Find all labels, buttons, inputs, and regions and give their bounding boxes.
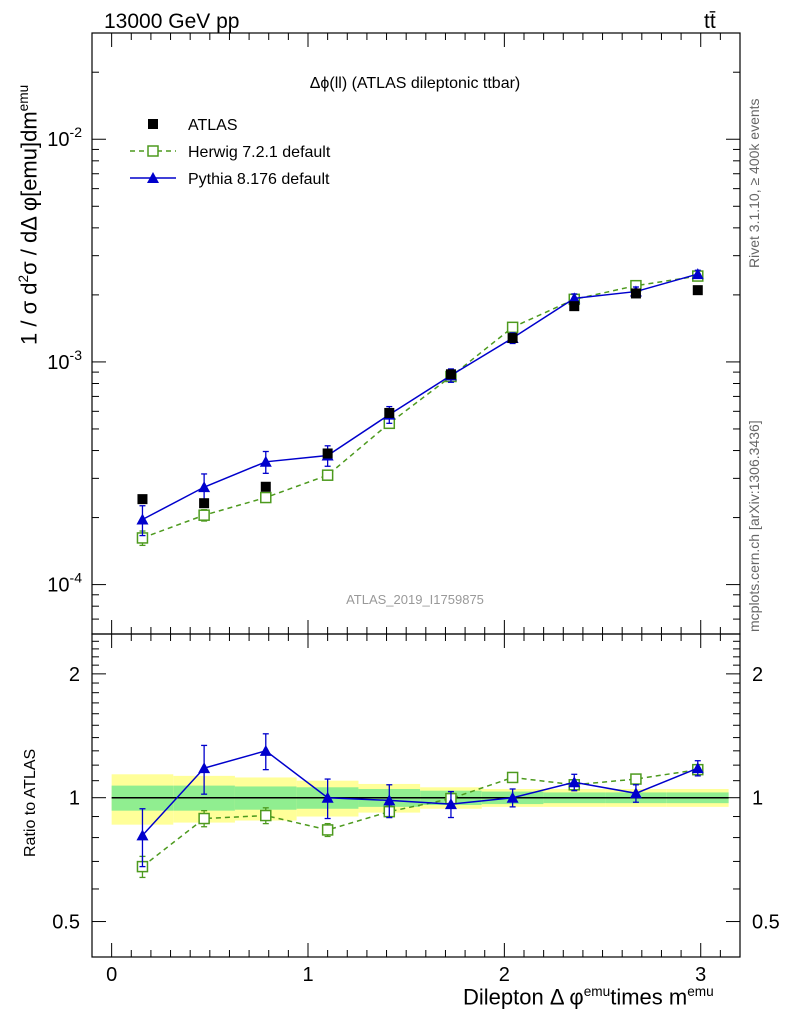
marker-square-filled [322, 448, 333, 459]
marker-triangle [568, 292, 581, 304]
marker-square-filled [260, 481, 271, 492]
legend-label: Pythia 8.176 default [188, 171, 330, 188]
marker-square-open [147, 145, 159, 157]
legend-entry: Pythia 8.176 default [130, 171, 330, 188]
y-tick-label-ratio-right: 1 [752, 788, 763, 810]
marker-triangle [629, 787, 642, 799]
marker-square-open [506, 771, 519, 784]
marker-square-filled [199, 498, 210, 509]
energy-label: 13000 GeV pp [104, 10, 240, 33]
y-tick-label-ratio-right: 2 [752, 664, 763, 686]
marker-triangle [321, 791, 334, 803]
marker-triangle [136, 829, 149, 841]
y-tick-label-main: 10-4 [47, 570, 82, 597]
legend-label: ATLAS [188, 117, 238, 134]
marker-square-filled [692, 285, 703, 296]
chart-title: Δϕ(ll) (ATLAS dileptonic ttbar) [310, 75, 521, 92]
ratio-frame [91, 633, 741, 958]
marker-square-open [321, 824, 334, 836]
marker-square-open [260, 491, 272, 504]
x-tick-label: 2 [499, 964, 510, 986]
marker-square-filled [148, 119, 158, 129]
watermark: ATLAS_2019_I1759875 [346, 592, 484, 607]
y-tick-label-ratio-left: 2 [69, 664, 80, 686]
marker-square-open [198, 509, 210, 521]
x-axis-label: Dilepton Δ φemutimes memu [463, 984, 714, 1010]
x-tick-label: 3 [695, 964, 706, 986]
marker-triangle [198, 762, 211, 774]
marker-triangle [383, 794, 396, 806]
y-axis-label-main: 1 / σ d2σ / dΔ φ[emu]dmemu [16, 84, 42, 345]
series-line [142, 275, 698, 539]
marker-triangle [691, 268, 704, 280]
main-panel: 10-4 10-3 10-2 Δϕ(ll) (ATLAS dileptonic ttb… [47, 32, 741, 635]
x-tick-label: 0 [106, 964, 117, 986]
series-line [142, 273, 698, 521]
rivet-label: Rivet 3.1.10, ≥ 400k events [746, 98, 762, 268]
marker-square-open [260, 809, 272, 822]
marker-square-open [198, 812, 210, 825]
ratio-panel: 0 1 2 3 0.5 0.5 1 1 2 2 [52, 633, 780, 986]
marker-square-filled [569, 301, 580, 312]
marker-square-filled [137, 494, 148, 505]
marker-triangle [136, 513, 149, 525]
series-line [142, 768, 698, 868]
marker-triangle [444, 798, 457, 810]
marker-square-filled [630, 288, 641, 299]
marker-triangle [147, 172, 159, 183]
mcplots-label: mcplots.cern.ch [arXiv:1306.3436] [746, 420, 762, 632]
y-tick-label-ratio-right: 0.5 [752, 912, 780, 934]
y-tick-label-ratio-left: 0.5 [52, 912, 80, 934]
marker-square-open [630, 773, 642, 785]
process-label: tt̄ [704, 10, 716, 33]
y-tick-label-main: 10-3 [47, 347, 82, 374]
marker-square-filled [384, 407, 395, 418]
marker-triangle [259, 744, 272, 756]
marker-square-filled [507, 333, 518, 344]
marker-triangle [568, 776, 581, 788]
marker-square-open [506, 321, 519, 334]
marker-triangle [691, 762, 704, 774]
y-axis-label-ratio: Ratio to ATLAS [22, 748, 39, 857]
legend-label: Herwig 7.2.1 default [188, 144, 331, 161]
y-tick-label-main: 10-2 [47, 124, 82, 151]
marker-square-filled [445, 369, 456, 380]
marker-square-open [321, 469, 334, 481]
legend-entry: Herwig 7.2.1 default [130, 144, 331, 161]
marker-triangle [198, 481, 211, 493]
y-tick-label-ratio-left: 1 [69, 788, 80, 810]
marker-triangle [259, 455, 272, 467]
x-tick-label: 1 [302, 964, 313, 986]
marker-triangle [506, 791, 519, 803]
legend-entry: ATLAS [148, 117, 238, 134]
series-line [141, 750, 699, 836]
